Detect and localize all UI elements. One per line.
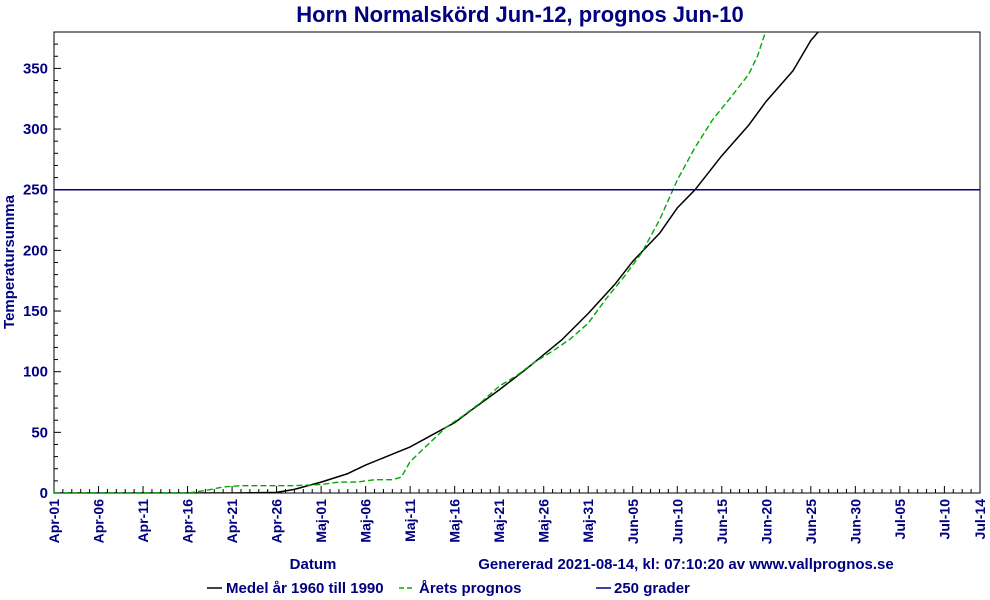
x-tick-label: Apr-26 — [269, 499, 285, 544]
y-tick-label: 100 — [23, 364, 48, 381]
x-tick-label: Maj-06 — [358, 499, 374, 543]
x-tick-label: Apr-11 — [135, 499, 151, 543]
x-tick-label: Apr-01 — [46, 499, 62, 544]
y-tick-label: 50 — [31, 424, 48, 441]
x-tick-label: Jun-30 — [847, 499, 863, 544]
x-tick-label: Apr-21 — [224, 499, 240, 544]
series-line-1 — [54, 32, 767, 493]
x-tick-label: Jun-15 — [714, 499, 730, 544]
y-axis: 0 50 100 150 200 250 300 350 — [23, 31, 61, 502]
generated-note: Genererad 2021-08-14, kl: 07:10:20 av ww… — [478, 556, 893, 573]
x-tick-label: Apr-16 — [180, 499, 196, 544]
x-tick-label: Jun-05 — [625, 499, 641, 544]
plot-frame — [53, 31, 981, 494]
y-tick-label: 350 — [23, 60, 48, 77]
x-tick-label: Jun-20 — [758, 499, 774, 544]
x-tick-label: Maj-31 — [580, 499, 596, 543]
x-tick-label: Jun-10 — [669, 499, 685, 544]
x-axis-label: Datum — [290, 556, 337, 573]
x-tick-label: Apr-06 — [91, 499, 107, 544]
y-tick-label: 150 — [23, 303, 48, 320]
x-tick-label: Jun-25 — [803, 499, 819, 544]
y-tick-label: 200 — [23, 242, 48, 259]
legend-label-medel: Medel år 1960 till 1990 — [226, 580, 384, 597]
y-tick-label: 250 — [23, 182, 48, 199]
x-axis: Apr-01 Apr-06 Apr-11 Apr-16 Apr-21 Apr-26 Maj-… — [46, 486, 988, 544]
y-tick-label: 300 — [23, 121, 48, 138]
legend-label-250: 250 grader — [614, 580, 690, 597]
chart-title: Horn Normalskörd Jun-12, prognos Jun-10 — [296, 2, 743, 27]
x-tick-label: Maj-21 — [491, 499, 507, 543]
series-layer — [54, 32, 980, 493]
x-tick-label: Maj-16 — [447, 499, 463, 543]
x-tick-label: Jul-10 — [936, 499, 952, 540]
y-axis-label: Temperatursumma — [1, 194, 18, 329]
x-tick-label: Maj-01 — [313, 499, 329, 543]
x-tick-label: Maj-26 — [536, 499, 552, 543]
x-tick-label: Jul-05 — [892, 499, 908, 540]
x-tick-label: Jul-14 — [972, 499, 988, 540]
legend: Medel år 1960 till 1990 Årets prognos 25… — [207, 580, 690, 597]
x-tick-label: Maj-11 — [402, 499, 418, 542]
y-tick-label: 0 — [40, 485, 48, 502]
legend-label-prognos: Årets prognos — [419, 580, 522, 597]
